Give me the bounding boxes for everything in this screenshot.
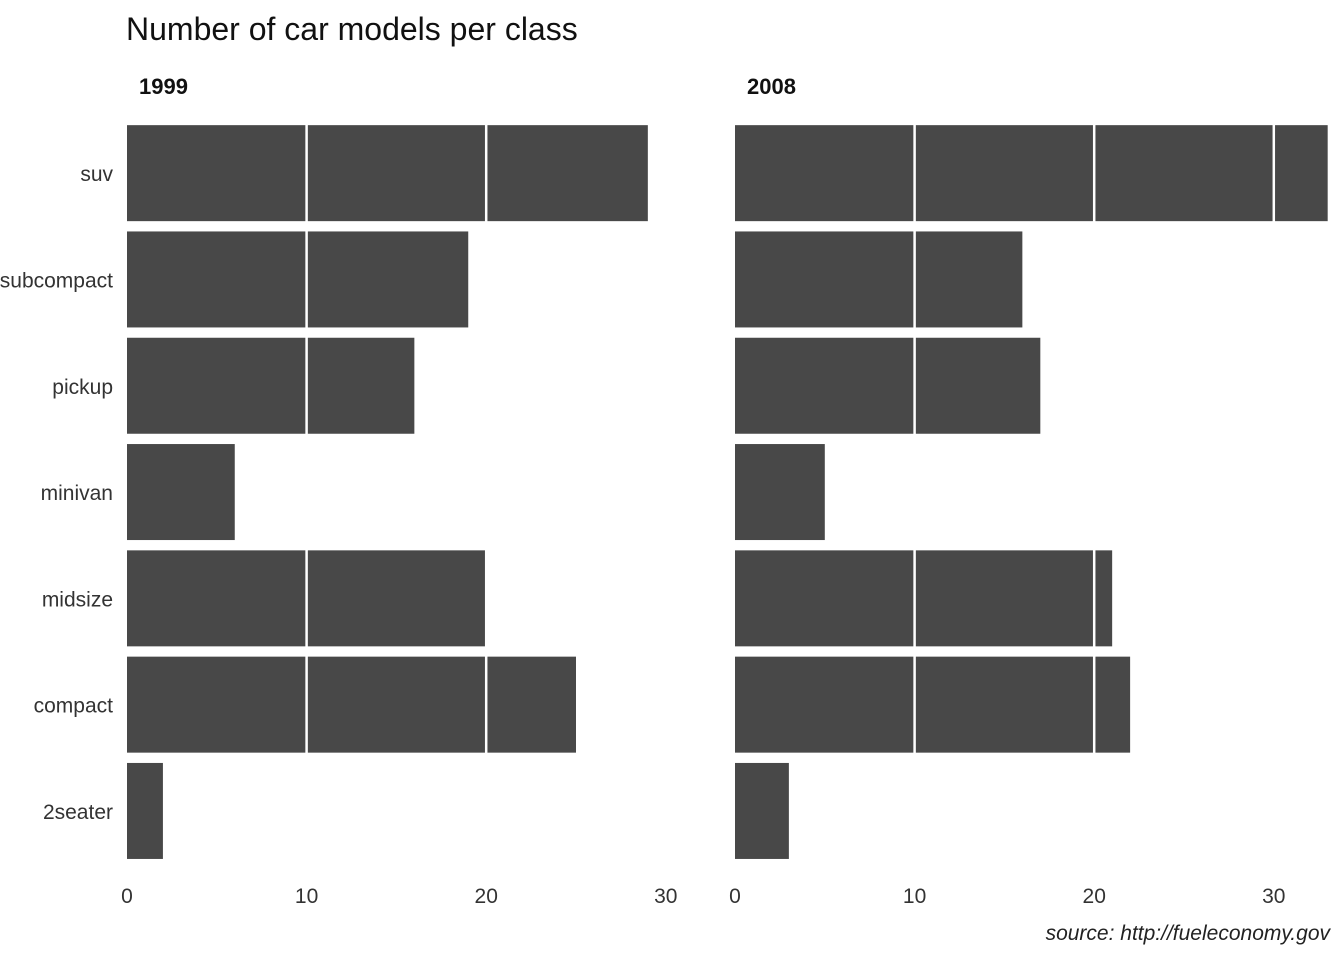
panel-2008: 2008 0 10 20 30 (729, 74, 1328, 908)
bar-suv (735, 125, 1328, 222)
y-tick-label: compact (34, 695, 114, 718)
x-tick-label: 10 (295, 885, 318, 908)
bar-compact (127, 656, 576, 753)
bar-minivan (735, 444, 825, 541)
x-tick-label: 0 (729, 885, 741, 908)
y-tick-label: 2seater (43, 801, 113, 824)
bar-subcompact (735, 231, 1023, 328)
facet-label: 2008 (747, 74, 796, 99)
bar-2seater (735, 762, 789, 859)
bar-subcompact (127, 231, 469, 328)
y-tick-label: subcompact (0, 269, 113, 292)
x-tick-label: 0 (121, 885, 133, 908)
bar-pickup (735, 337, 1041, 434)
bar-2seater (127, 762, 163, 859)
chart-caption: source: http://fueleconomy.gov (1046, 922, 1332, 945)
x-tick-label: 30 (654, 885, 677, 908)
x-tick-label: 20 (1083, 885, 1106, 908)
panel-1999: 1999 0 10 20 30 (121, 74, 677, 908)
y-tick-label: midsize (42, 588, 113, 611)
x-tick-label: 20 (475, 885, 498, 908)
y-tick-label: minivan (41, 482, 113, 505)
facet-label: 1999 (139, 74, 188, 99)
y-tick-label: pickup (52, 376, 113, 399)
chart-title: Number of car models per class (126, 11, 578, 47)
y-tick-label: suv (80, 163, 113, 186)
bar-midsize (735, 550, 1113, 647)
panels: suv subcompact pickup minivan midsize compact… (0, 74, 1328, 908)
x-tick-label: 10 (903, 885, 926, 908)
bar-minivan (127, 444, 235, 541)
bar-compact (735, 656, 1131, 753)
bar-pickup (127, 337, 415, 434)
x-tick-label: 30 (1262, 885, 1285, 908)
bar-suv (127, 125, 648, 222)
